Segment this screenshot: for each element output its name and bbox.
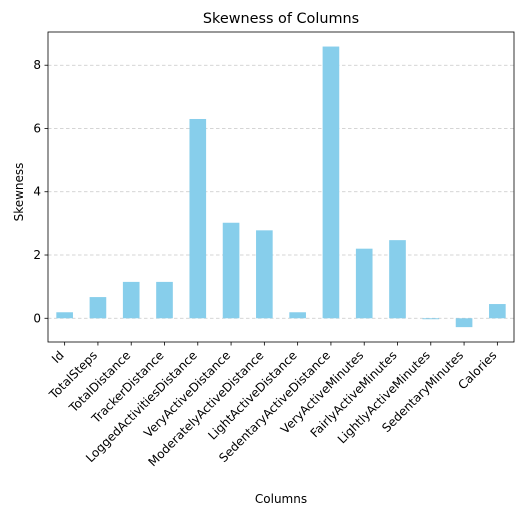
y-tick-label: 0 <box>33 311 41 325</box>
y-axis-title: Skewness <box>12 163 26 222</box>
x-axis: IdTotalStepsTotalDistanceTrackerDistance… <box>46 342 499 469</box>
y-tick-label: 4 <box>33 185 41 199</box>
y-tick-label: 2 <box>33 248 41 262</box>
grid-layer <box>48 64 514 319</box>
x-tick-label: Id <box>49 348 67 366</box>
bar <box>489 304 506 319</box>
x-axis-title: Columns <box>255 492 307 506</box>
bar <box>89 297 107 319</box>
y-axis: 0 2 4 6 8 <box>33 58 48 325</box>
bar-layer <box>56 46 506 328</box>
bar <box>222 222 240 319</box>
y-tick-label: 6 <box>33 121 41 135</box>
bar <box>256 230 273 319</box>
bar <box>422 318 440 320</box>
y-tick-label: 8 <box>33 58 41 72</box>
bar <box>289 312 306 319</box>
bar <box>455 318 473 328</box>
bar <box>355 248 373 319</box>
bar <box>56 312 73 319</box>
chart-title: Skewness of Columns <box>203 11 359 27</box>
bar <box>189 118 207 319</box>
bar <box>389 240 406 319</box>
bar <box>156 281 173 319</box>
plot-frame <box>47 31 515 343</box>
bar <box>122 281 140 319</box>
bar <box>322 46 340 319</box>
